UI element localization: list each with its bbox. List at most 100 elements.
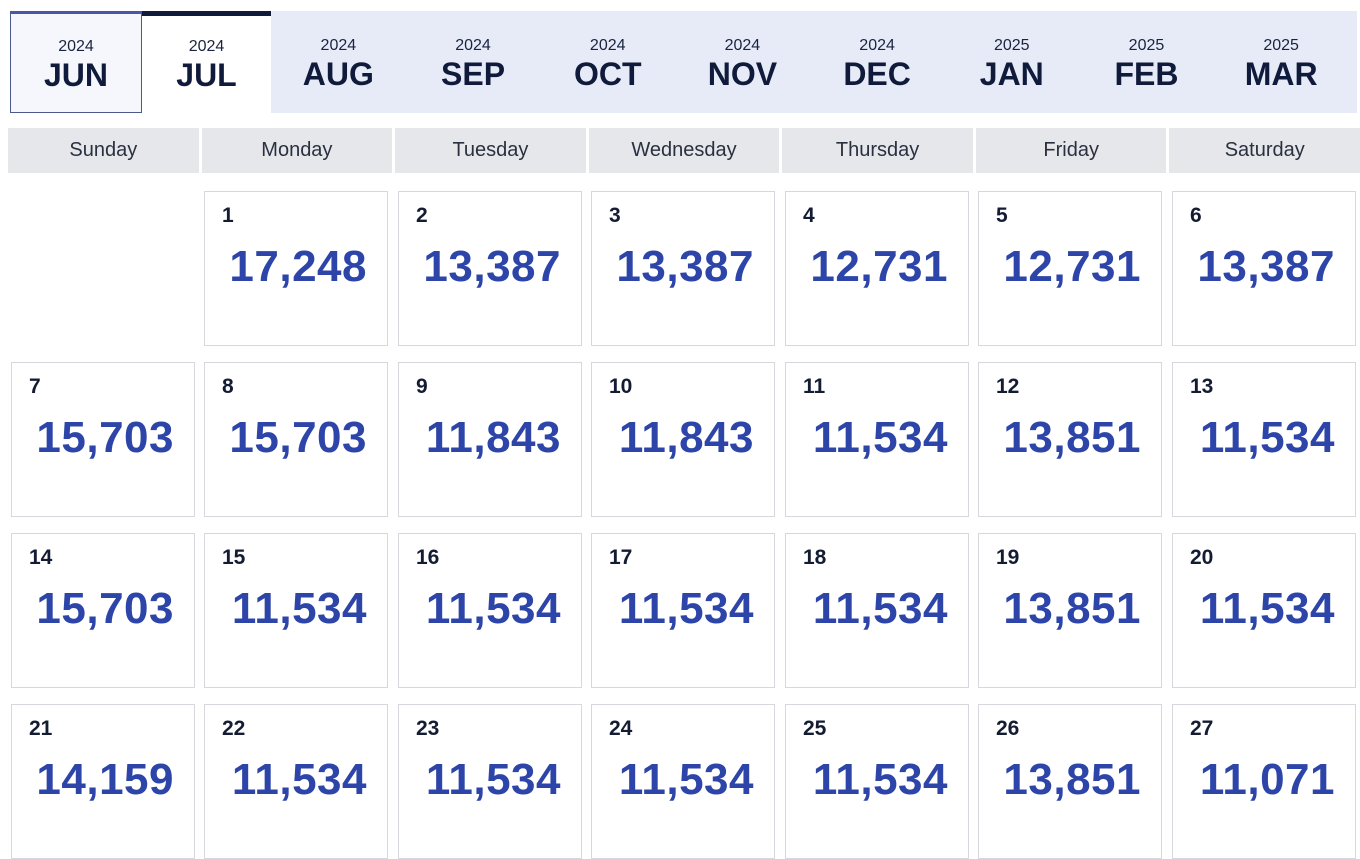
day-cell[interactable]: 24 11,534 xyxy=(591,704,775,859)
tab-year: 2024 xyxy=(724,37,761,54)
day-number: 14 xyxy=(29,546,53,569)
day-cell[interactable]: 19 13,851 xyxy=(978,533,1162,688)
tab-year: 2024 xyxy=(188,38,225,55)
weekday-label: Friday xyxy=(975,128,1167,173)
tab-month: AUG xyxy=(302,56,374,92)
tab-2024-oct[interactable]: 2024 OCT xyxy=(540,11,675,113)
weekday-label: Tuesday xyxy=(395,128,586,173)
tab-2025-feb[interactable]: 2025 FEB xyxy=(1079,11,1214,113)
tab-year: 2025 xyxy=(1263,37,1299,54)
day-cell[interactable]: 2 13,387 xyxy=(398,191,582,346)
tab-year: 2024 xyxy=(455,37,491,54)
day-price: 13,387 xyxy=(423,242,561,291)
day-number: 26 xyxy=(996,717,1020,740)
day-cell[interactable]: 10 11,843 xyxy=(591,362,775,517)
day-number: 4 xyxy=(803,204,815,227)
weekday-label: Wednesday xyxy=(588,128,780,173)
day-cell[interactable]: 15 11,534 xyxy=(204,533,388,688)
tab-month: JUN xyxy=(43,57,108,93)
tab-2024-dec[interactable]: 2024 DEC xyxy=(810,11,945,113)
day-price: 11,534 xyxy=(231,755,367,804)
day-cell[interactable]: 3 13,387 xyxy=(591,191,775,346)
day-cell[interactable]: 27 11,071 xyxy=(1172,704,1356,859)
day-price: 15,703 xyxy=(36,413,174,462)
tab-year: 2024 xyxy=(320,37,357,54)
day-cell[interactable]: 13 11,534 xyxy=(1172,362,1356,517)
day-price: 11,534 xyxy=(812,413,948,462)
day-price: 11,534 xyxy=(1199,413,1335,462)
day-cell[interactable]: 12 13,851 xyxy=(978,362,1162,517)
day-number: 13 xyxy=(1190,375,1214,398)
day-price: 11,534 xyxy=(1199,584,1335,633)
day-price: 14,159 xyxy=(36,755,174,804)
day-number: 11 xyxy=(803,375,826,398)
day-price: 11,534 xyxy=(618,584,754,633)
day-price: 12,731 xyxy=(1003,242,1141,291)
day-number: 17 xyxy=(609,546,633,569)
tab-2024-jun[interactable]: 2024 JUN xyxy=(10,11,142,113)
tab-2024-jul[interactable]: 2024 JUL xyxy=(142,11,271,113)
day-number: 21 xyxy=(29,717,53,740)
day-cell[interactable]: 22 11,534 xyxy=(204,704,388,859)
day-number: 6 xyxy=(1190,204,1202,227)
day-number: 27 xyxy=(1190,717,1214,740)
day-number: 20 xyxy=(1190,546,1214,569)
day-cell[interactable]: 7 15,703 xyxy=(11,362,195,517)
day-cell[interactable]: 17 11,534 xyxy=(591,533,775,688)
day-price: 13,851 xyxy=(1003,755,1141,804)
day-price: 11,534 xyxy=(618,755,754,804)
tab-2024-sep[interactable]: 2024 SEP xyxy=(406,11,541,113)
tab-month: JUL xyxy=(176,57,237,93)
tab-month: JAN xyxy=(979,56,1044,92)
day-price: 15,703 xyxy=(36,584,174,633)
day-number: 19 xyxy=(996,546,1020,569)
day-cell[interactable]: 16 11,534 xyxy=(398,533,582,688)
weekday-header: Sunday Monday Tuesday Wednesday Thursday… xyxy=(8,128,1360,173)
tab-2024-aug[interactable]: 2024 AUG xyxy=(271,11,406,113)
day-cell[interactable]: 8 15,703 xyxy=(204,362,388,517)
day-cell[interactable]: 5 12,731 xyxy=(978,191,1162,346)
tab-month: DEC xyxy=(843,56,911,92)
tab-2024-nov[interactable]: 2024 NOV xyxy=(675,11,810,113)
day-number: 23 xyxy=(416,717,440,740)
day-price: 11,534 xyxy=(425,584,561,633)
tab-month: MAR xyxy=(1244,56,1318,92)
month-tabs: 2024 JUN 2024 JUL 2024 AUG 2024 SEP 2024… xyxy=(10,11,1357,113)
tab-year: 2025 xyxy=(1128,37,1165,54)
day-cell[interactable]: 4 12,731 xyxy=(785,191,969,346)
day-price: 11,534 xyxy=(812,755,948,804)
day-cell[interactable]: 6 13,387 xyxy=(1172,191,1356,346)
tab-month: OCT xyxy=(573,56,642,92)
day-price: 11,071 xyxy=(1199,755,1335,804)
day-price: 13,851 xyxy=(1003,584,1141,633)
day-number: 22 xyxy=(222,717,246,740)
day-cell[interactable]: 26 13,851 xyxy=(978,704,1162,859)
day-cell[interactable]: 21 14,159 xyxy=(11,704,195,859)
day-cell[interactable]: 9 11,843 xyxy=(398,362,582,517)
day-number: 1 xyxy=(222,204,234,227)
day-price: 13,387 xyxy=(1197,242,1335,291)
day-price: 15,703 xyxy=(229,413,367,462)
tab-2025-mar[interactable]: 2025 MAR xyxy=(1214,11,1349,113)
day-cell[interactable]: 1 17,248 xyxy=(204,191,388,346)
day-price: 11,843 xyxy=(425,413,561,462)
day-cell[interactable]: 20 11,534 xyxy=(1172,533,1356,688)
day-cell[interactable]: 23 11,534 xyxy=(398,704,582,859)
day-number: 25 xyxy=(803,717,827,740)
tab-year: 2025 xyxy=(993,37,1030,54)
day-price: 11,534 xyxy=(812,584,948,633)
day-number: 9 xyxy=(416,375,428,398)
day-number: 24 xyxy=(609,717,633,740)
day-cell[interactable]: 11 11,534 xyxy=(785,362,969,517)
day-cell[interactable]: 14 15,703 xyxy=(11,533,195,688)
day-cell[interactable]: 25 11,534 xyxy=(785,704,969,859)
day-price: 13,851 xyxy=(1003,413,1141,462)
day-price: 12,731 xyxy=(810,242,948,291)
weekday-label: Monday xyxy=(201,128,393,173)
tab-month: SEP xyxy=(441,56,506,92)
day-number: 3 xyxy=(609,204,621,227)
tab-2025-jan[interactable]: 2025 JAN xyxy=(944,11,1079,113)
day-cell[interactable]: 18 11,534 xyxy=(785,533,969,688)
day-price: 11,843 xyxy=(618,413,754,462)
day-number: 12 xyxy=(996,375,1020,398)
